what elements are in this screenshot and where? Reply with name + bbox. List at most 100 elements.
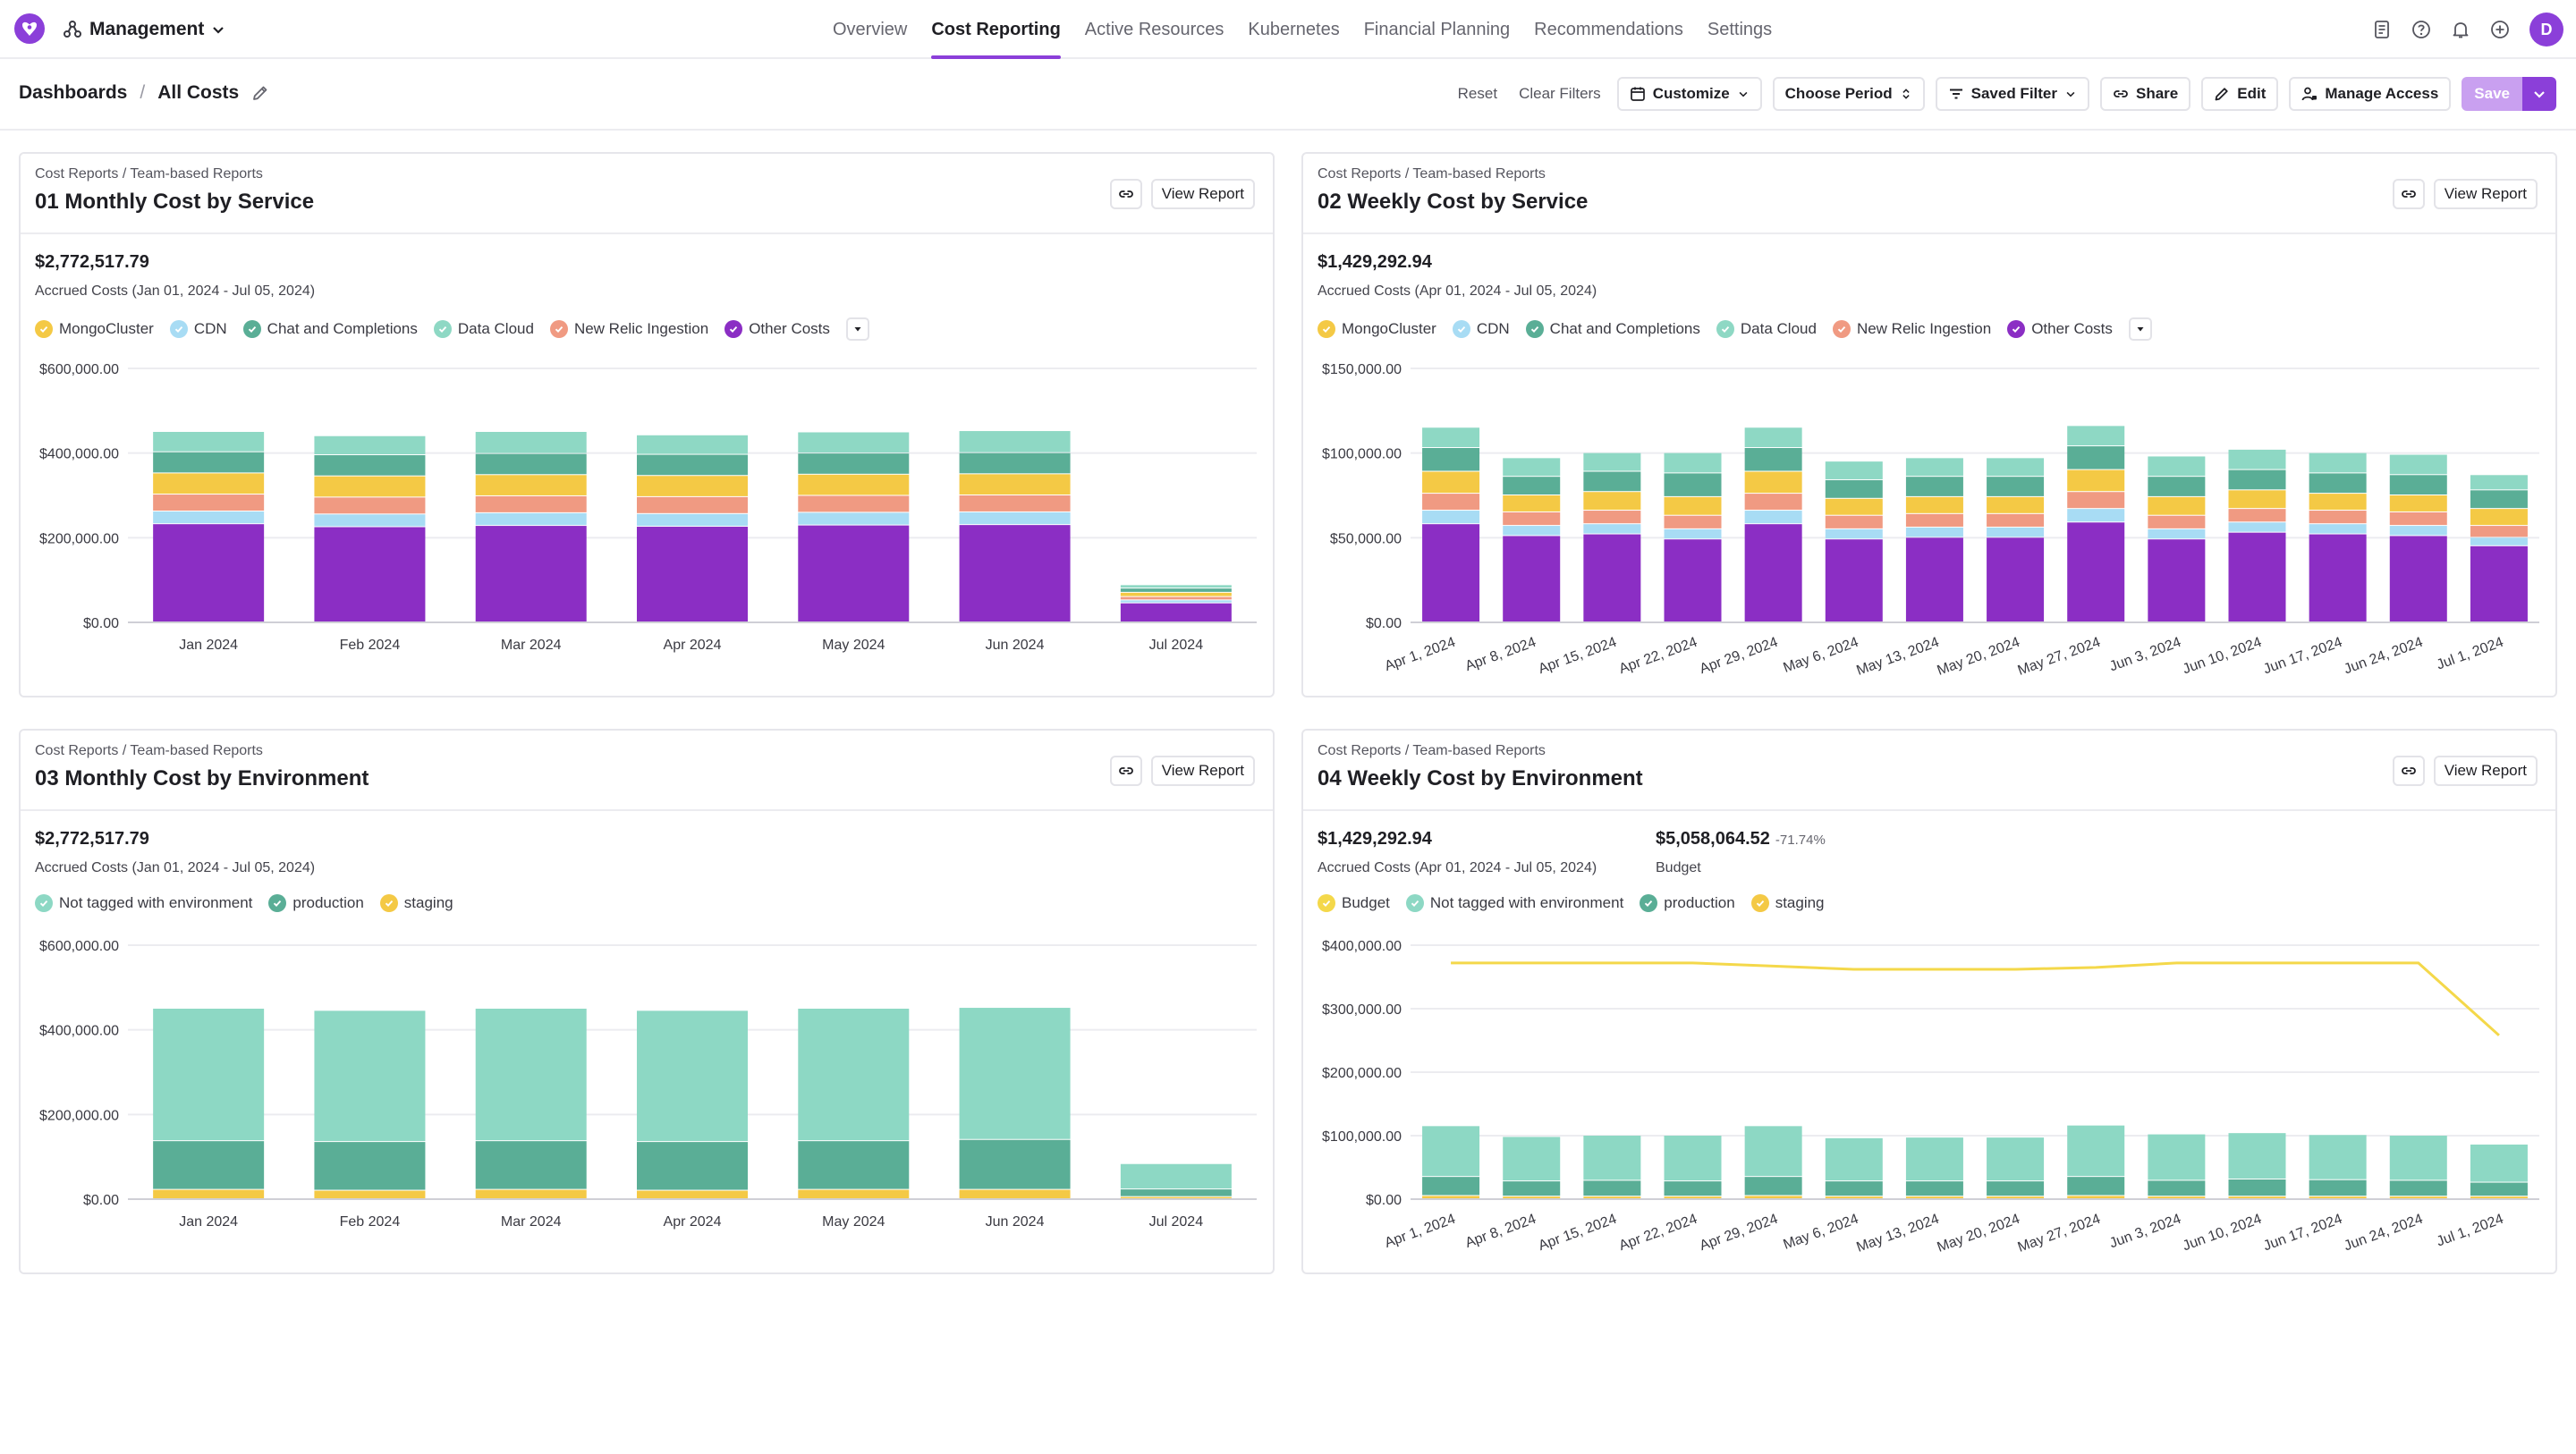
bar-segment-mongocluster[interactable] xyxy=(2067,469,2125,492)
bar-segment-production[interactable] xyxy=(637,1142,748,1190)
bar-segment-not-tagged-with-environment[interactable] xyxy=(1422,1126,1480,1177)
bar-segment-other-costs[interactable] xyxy=(2067,522,2125,621)
bar-segment-chat-and-completions[interactable] xyxy=(1825,479,1883,498)
bar-segment-chat-and-completions[interactable] xyxy=(2228,469,2286,490)
bar-segment-new-relic-ingestion[interactable] xyxy=(1905,513,1963,527)
bar-segment-data-cloud[interactable] xyxy=(798,432,910,453)
bar-segment-data-cloud[interactable] xyxy=(1825,461,1883,479)
bar-segment-staging[interactable] xyxy=(475,1189,587,1198)
bar-segment-not-tagged-with-environment[interactable] xyxy=(1905,1137,1963,1181)
bar-segment-new-relic-ingestion[interactable] xyxy=(1422,494,1480,511)
bar-segment-staging[interactable] xyxy=(2067,1196,2125,1198)
bar-segment-chat-and-completions[interactable] xyxy=(1905,477,1963,496)
bar-segment-new-relic-ingestion[interactable] xyxy=(798,495,910,512)
bar-segment-cdn[interactable] xyxy=(959,511,1071,525)
bar-segment-cdn[interactable] xyxy=(637,513,748,527)
tab-settings[interactable]: Settings xyxy=(1707,20,1773,39)
bar-segment-chat-and-completions[interactable] xyxy=(153,452,265,473)
bar-segment-cdn[interactable] xyxy=(314,514,426,527)
bar-segment-chat-and-completions[interactable] xyxy=(1664,473,1722,496)
bar-segment-production[interactable] xyxy=(2389,1180,2447,1196)
bar-segment-not-tagged-with-environment[interactable] xyxy=(2309,1135,2367,1179)
bar-segment-not-tagged-with-environment[interactable] xyxy=(314,1010,426,1142)
bar-segment-new-relic-ingestion[interactable] xyxy=(2067,492,2125,509)
bar-segment-cdn[interactable] xyxy=(1503,526,1561,536)
bell-icon[interactable] xyxy=(2451,20,2470,39)
bar-segment-cdn[interactable] xyxy=(153,511,265,524)
bar-segment-new-relic-ingestion[interactable] xyxy=(1120,596,1232,600)
bar-segment-data-cloud[interactable] xyxy=(2067,426,2125,446)
bar-segment-chat-and-completions[interactable] xyxy=(1120,588,1232,592)
bar-segment-data-cloud[interactable] xyxy=(314,435,426,455)
legend-item-not-tagged-with-environment[interactable]: Not tagged with environment xyxy=(1405,894,1623,912)
legend-item-production[interactable]: production xyxy=(1640,894,1735,912)
legend-item-other-costs[interactable]: Other Costs xyxy=(724,320,830,338)
bar-segment-mongocluster[interactable] xyxy=(2309,494,2367,511)
bar-segment-chat-and-completions[interactable] xyxy=(2470,490,2528,509)
bar-segment-other-costs[interactable] xyxy=(1120,603,1232,621)
legend-item-data-cloud[interactable]: Data Cloud xyxy=(1716,320,1817,338)
bar-segment-not-tagged-with-environment[interactable] xyxy=(2067,1125,2125,1177)
bar-segment-cdn[interactable] xyxy=(1422,511,1480,524)
bar-segment-other-costs[interactable] xyxy=(2470,545,2528,621)
breadcrumb-dashboards[interactable]: Dashboards xyxy=(19,82,128,103)
tab-kubernetes[interactable]: Kubernetes xyxy=(1248,20,1340,39)
bar-segment-data-cloud[interactable] xyxy=(959,431,1071,452)
bar-segment-mongocluster[interactable] xyxy=(1120,592,1232,596)
bar-segment-mongocluster[interactable] xyxy=(475,475,587,495)
bar-segment-not-tagged-with-environment[interactable] xyxy=(1987,1137,2045,1181)
bar-segment-mongocluster[interactable] xyxy=(2470,509,2528,526)
bar-segment-new-relic-ingestion[interactable] xyxy=(153,495,265,511)
bar-segment-other-costs[interactable] xyxy=(1744,524,1802,621)
tab-overview[interactable]: Overview xyxy=(833,20,908,39)
bar-segment-production[interactable] xyxy=(153,1141,265,1189)
legend-item-new-relic-ingestion[interactable]: New Relic Ingestion xyxy=(1832,320,1991,338)
bar-segment-production[interactable] xyxy=(1503,1181,1561,1196)
save-options-button[interactable] xyxy=(2522,77,2556,111)
bar-segment-new-relic-ingestion[interactable] xyxy=(959,495,1071,511)
help-icon[interactable] xyxy=(2411,20,2431,39)
bar-segment-production[interactable] xyxy=(1744,1177,1802,1196)
bar-segment-data-cloud[interactable] xyxy=(2389,454,2447,475)
bar-segment-staging[interactable] xyxy=(1664,1196,1722,1198)
bar-segment-new-relic-ingestion[interactable] xyxy=(2309,511,2367,524)
bar-segment-data-cloud[interactable] xyxy=(1744,427,1802,447)
bar-segment-other-costs[interactable] xyxy=(475,526,587,621)
bar-segment-staging[interactable] xyxy=(2309,1196,2367,1198)
bar-segment-other-costs[interactable] xyxy=(1422,524,1480,621)
reset-button[interactable]: Reset xyxy=(1457,85,1498,102)
bar-segment-mongocluster[interactable] xyxy=(1503,495,1561,511)
legend-item-staging[interactable]: staging xyxy=(379,894,453,912)
legend-item-cdn[interactable]: CDN xyxy=(169,320,227,338)
bar-segment-new-relic-ingestion[interactable] xyxy=(637,496,748,513)
bar-segment-cdn[interactable] xyxy=(475,512,587,526)
bar-segment-data-cloud[interactable] xyxy=(637,435,748,454)
bar-segment-production[interactable] xyxy=(1987,1181,2045,1196)
bar-segment-other-costs[interactable] xyxy=(2148,539,2206,621)
saved-filter-button[interactable]: Saved Filter xyxy=(1935,77,2089,111)
bar-segment-chat-and-completions[interactable] xyxy=(314,455,426,476)
bar-segment-mongocluster[interactable] xyxy=(1825,498,1883,515)
bar-segment-data-cloud[interactable] xyxy=(2148,456,2206,477)
bar-segment-production[interactable] xyxy=(1422,1177,1480,1196)
bar-segment-not-tagged-with-environment[interactable] xyxy=(153,1009,265,1141)
bar-segment-new-relic-ingestion[interactable] xyxy=(314,497,426,514)
bar-segment-staging[interactable] xyxy=(1905,1196,1963,1198)
bar-segment-production[interactable] xyxy=(959,1139,1071,1189)
copy-link-button[interactable] xyxy=(1110,179,1142,209)
choose-period-select[interactable]: Choose Period xyxy=(1772,77,1925,111)
bar-segment-chat-and-completions[interactable] xyxy=(1422,447,1480,471)
bar-segment-staging[interactable] xyxy=(1744,1196,1802,1198)
avatar[interactable]: D xyxy=(2529,13,2563,46)
bar-segment-staging[interactable] xyxy=(2389,1196,2447,1198)
bar-segment-not-tagged-with-environment[interactable] xyxy=(2228,1133,2286,1179)
bar-segment-staging[interactable] xyxy=(2228,1196,2286,1198)
bar-segment-production[interactable] xyxy=(798,1141,910,1189)
bar-segment-mongocluster[interactable] xyxy=(153,473,265,495)
tab-recommendations[interactable]: Recommendations xyxy=(1534,20,1683,39)
bar-segment-cdn[interactable] xyxy=(1120,600,1232,603)
bar-segment-not-tagged-with-environment[interactable] xyxy=(2470,1144,2528,1182)
bar-segment-cdn[interactable] xyxy=(2148,528,2206,539)
bar-segment-not-tagged-with-environment[interactable] xyxy=(2148,1134,2206,1180)
bar-segment-production[interactable] xyxy=(1825,1181,1883,1196)
